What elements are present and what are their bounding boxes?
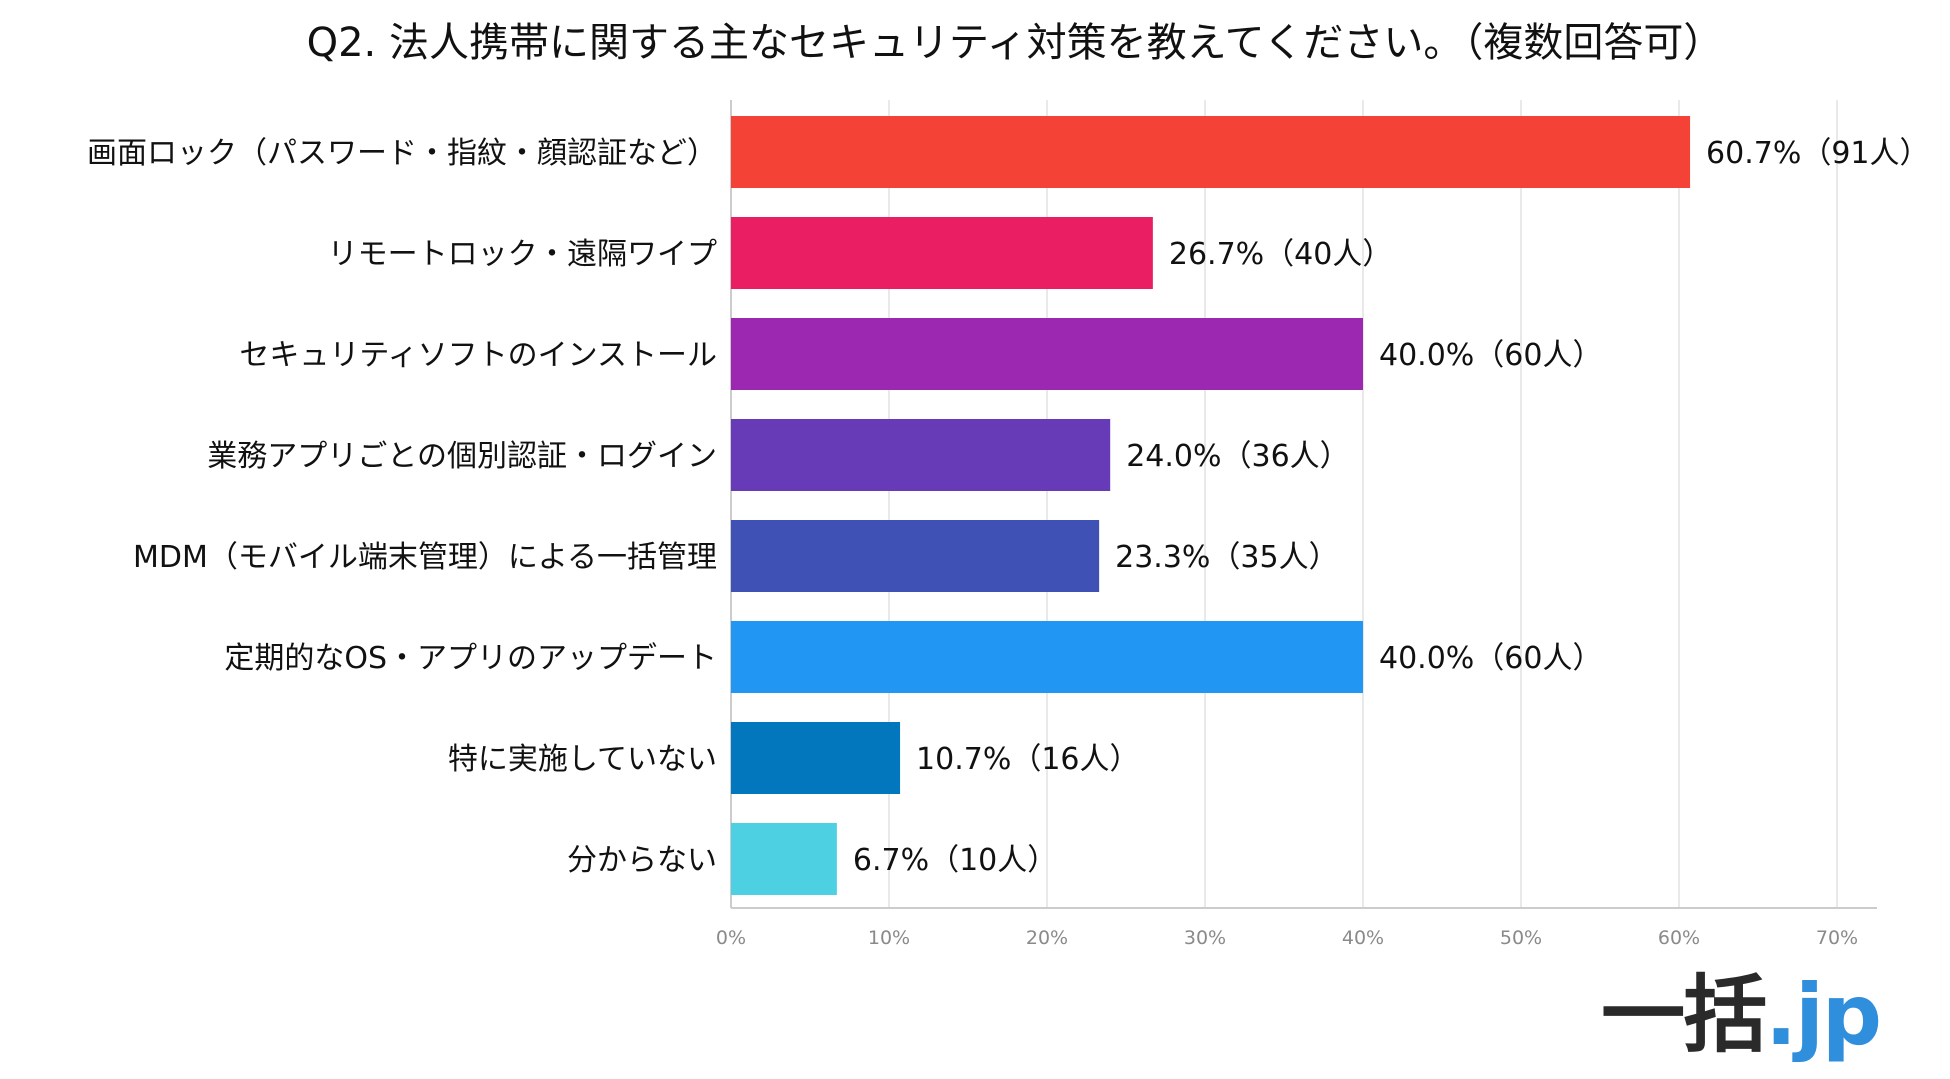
- bar-2: [731, 217, 1153, 289]
- x-tick-label: 30%: [1184, 927, 1226, 949]
- data-label: 26.7%（40人）: [1169, 237, 1392, 272]
- chart-title: Q2. 法人携帯に関する主なセキュリティ対策を教えてください。（複数回答可）: [307, 20, 1724, 66]
- x-tick-label: 50%: [1500, 927, 1542, 949]
- bar-3: [731, 318, 1363, 390]
- bar-8: [731, 823, 837, 895]
- category-label: 画面ロック（パスワード・指紋・顔認証など）: [87, 136, 717, 171]
- x-tick-label: 70%: [1816, 927, 1858, 949]
- category-label: MDM（モバイル端末管理）による一括管理: [133, 540, 717, 575]
- bar-6: [731, 621, 1363, 693]
- logo-dot: .: [1765, 966, 1797, 1064]
- category-label: 定期的なOS・アプリのアップデート: [224, 641, 717, 676]
- bars-layer: [731, 116, 1691, 895]
- data-label: 10.7%（16人）: [916, 742, 1139, 777]
- bar-4: [731, 419, 1111, 491]
- x-tick-label: 20%: [1026, 927, 1068, 949]
- data-label: 23.3%（35人）: [1115, 540, 1338, 575]
- category-label: 業務アプリごとの個別認証・ログイン: [207, 439, 717, 474]
- ticks-layer: 0% 10% 20% 30% 40% 50% 60% 70%: [716, 927, 1858, 949]
- bar-5: [731, 520, 1100, 592]
- category-label: セキュリティソフトのインストール: [239, 338, 717, 373]
- data-label: 24.0%（36人）: [1126, 439, 1349, 474]
- category-label: 特に実施していない: [448, 742, 717, 777]
- x-tick-label: 40%: [1342, 927, 1384, 949]
- bar-1: [731, 116, 1691, 188]
- labels-layer: 画面ロック（パスワード・指紋・顔認証など） 60.7%（91人） リモートロック・遠…: [87, 136, 1930, 878]
- logo-kanji: 一括: [1601, 966, 1767, 1064]
- logo-jp: jp: [1795, 966, 1882, 1064]
- x-tick-label: 10%: [868, 927, 910, 949]
- brand-logo: 一括.jp: [1601, 973, 1882, 1057]
- x-tick-label: 60%: [1658, 927, 1700, 949]
- category-label: 分からない: [567, 843, 717, 878]
- data-label: 40.0%（60人）: [1379, 338, 1602, 373]
- x-tick-label: 0%: [716, 927, 746, 949]
- data-label: 60.7%（91人）: [1706, 136, 1929, 171]
- bar-7: [731, 722, 901, 794]
- data-label: 6.7%（10人）: [853, 843, 1057, 878]
- category-label: リモートロック・遠隔ワイプ: [328, 237, 717, 272]
- data-label: 40.0%（60人）: [1379, 641, 1602, 676]
